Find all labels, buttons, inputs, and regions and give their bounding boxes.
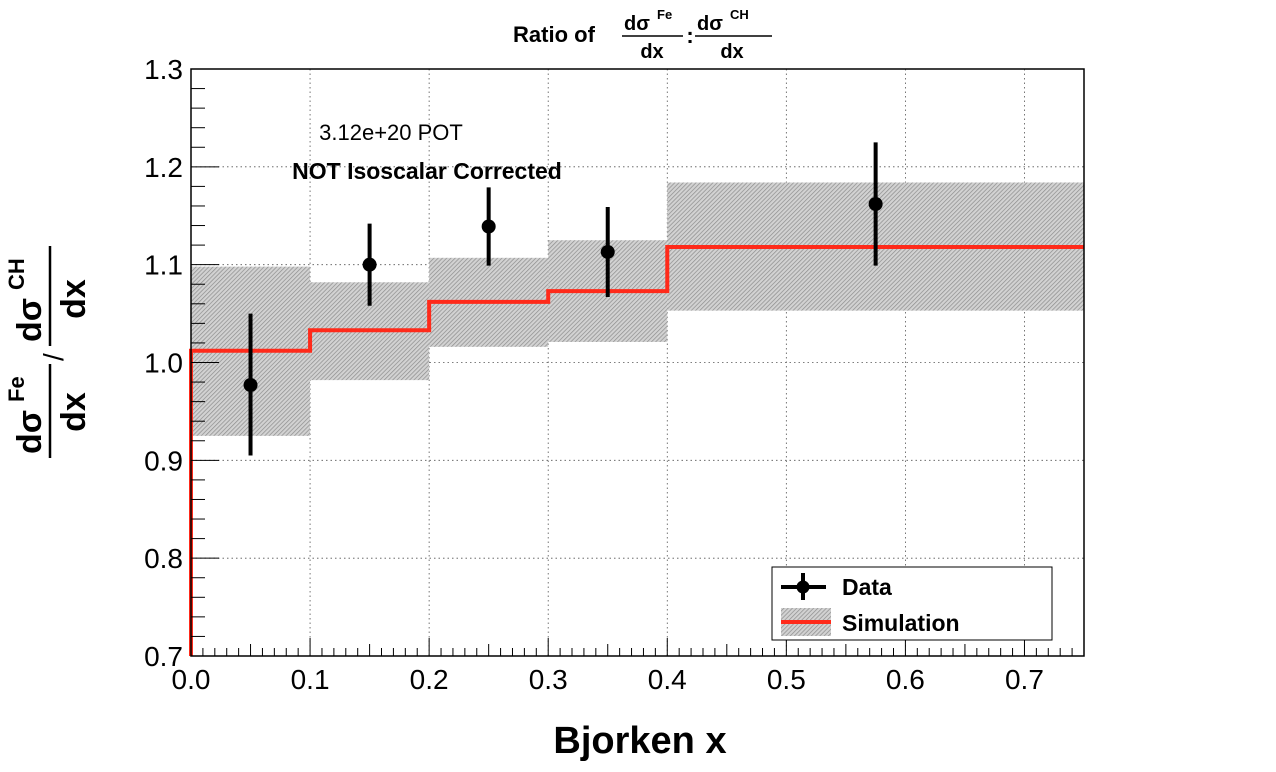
- title-separator: :: [686, 23, 693, 48]
- pot-annotation: 3.12e+20 POT: [319, 120, 463, 145]
- y-tick-label: 0.9: [144, 445, 183, 476]
- legend-data-marker: [796, 580, 810, 594]
- ylabel-num-right: dσ: [11, 298, 49, 342]
- title-num-left: dσ: [624, 13, 650, 35]
- simulation-band: [191, 182, 1084, 436]
- data-points: [243, 142, 883, 456]
- title-num-left-sup: Fe: [657, 7, 672, 22]
- x-tick-label: 0.4: [648, 664, 687, 695]
- title-den-left: dx: [640, 41, 663, 63]
- data-point: [362, 257, 377, 272]
- x-tick-label: 0.5: [767, 664, 806, 695]
- simulation-line: [189, 245, 1084, 656]
- title-num-right-sup: CH: [730, 7, 749, 22]
- x-axis-title: Bjorken x: [553, 720, 726, 762]
- title-num-right: dσ: [697, 13, 723, 35]
- y-axis-title: dσ Fe dx / dσ CH dx: [4, 246, 93, 458]
- ylabel-slash: /: [38, 353, 69, 361]
- plot-frame: [190, 68, 1085, 657]
- x-tick-label: 0.1: [291, 664, 330, 695]
- y-tick-labels: 0.7 0.8 0.9 1.0 1.1 1.2 1.3: [144, 54, 183, 672]
- ylabel-num-left-sup: Fe: [4, 376, 29, 402]
- y-tick-label: 1.0: [144, 348, 183, 379]
- data-point: [243, 378, 258, 393]
- ylabel-num-left: dσ: [11, 410, 49, 454]
- x-tick-label: 0.6: [886, 664, 925, 695]
- data-point: [868, 197, 883, 212]
- ylabel-den-right: dx: [55, 279, 93, 319]
- legend: Data Simulation: [771, 566, 1053, 641]
- ylabel-num-right-sup: CH: [4, 258, 29, 290]
- x-tick-label: 0.7: [1005, 664, 1044, 695]
- y-tick-label: 1.1: [144, 250, 183, 281]
- x-tick-label: 0.3: [529, 664, 568, 695]
- title-prefix: Ratio of: [513, 22, 596, 47]
- data-point: [481, 219, 496, 234]
- x-tick-label: 0.2: [410, 664, 449, 695]
- axis-ticks: [190, 68, 1085, 657]
- y-tick-label: 0.7: [144, 641, 183, 672]
- x-tick-label: 0.0: [172, 664, 211, 695]
- isoscalar-annotation: NOT Isoscalar Corrected: [292, 158, 562, 184]
- chart-title: Ratio of dσ Fe dx : dσ CH dx: [513, 7, 772, 63]
- ylabel-den-left: dx: [55, 392, 93, 432]
- title-den-right: dx: [720, 41, 743, 63]
- y-tick-label: 0.8: [144, 543, 183, 574]
- legend-sim-label: Simulation: [842, 610, 960, 636]
- y-tick-label: 1.2: [144, 152, 183, 183]
- y-tick-label: 1.3: [144, 54, 183, 85]
- simulation-step-path: [189, 245, 1084, 656]
- data-point: [600, 244, 615, 259]
- legend-data-label: Data: [842, 574, 892, 600]
- x-tick-labels: 0.0 0.1 0.2 0.3 0.4 0.5 0.6 0.7: [172, 664, 1044, 695]
